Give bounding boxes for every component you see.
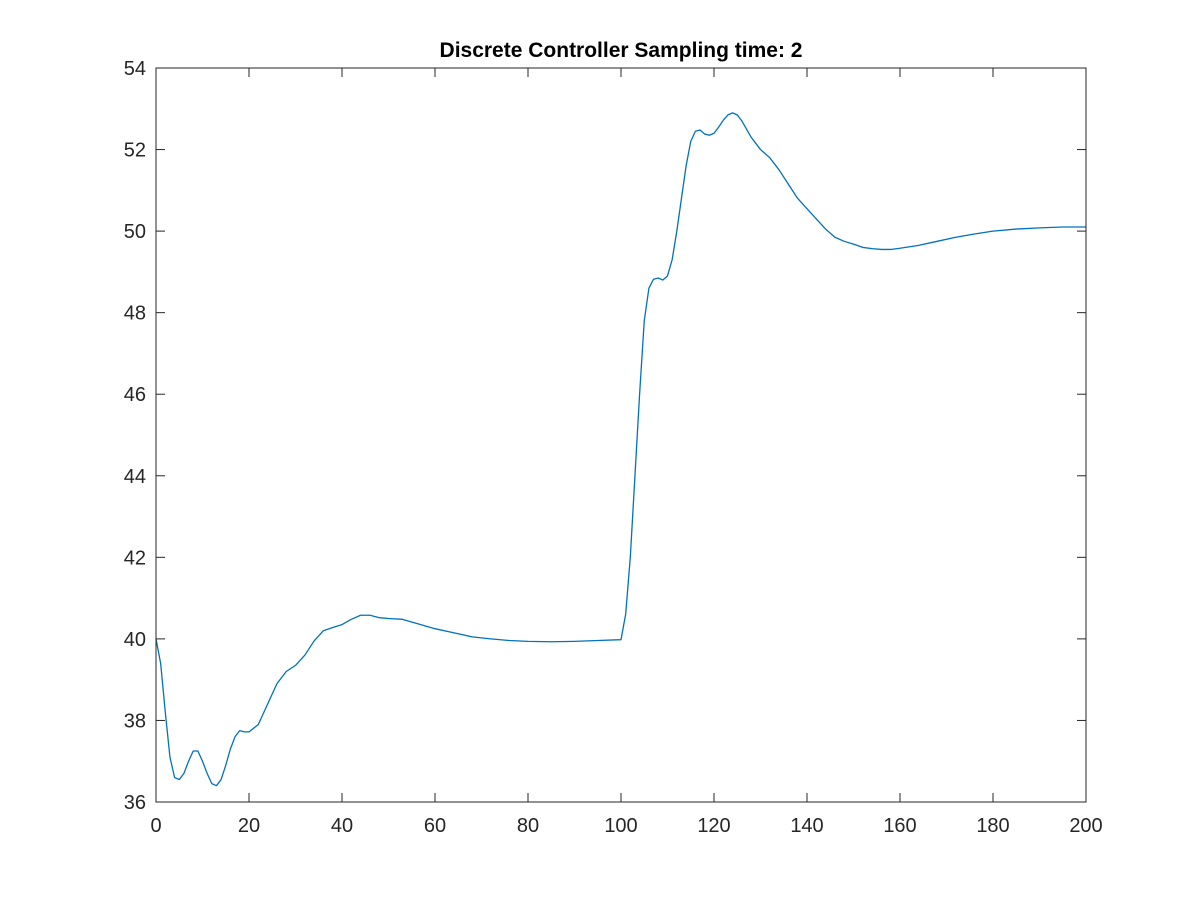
x-tick-label: 20 — [238, 815, 260, 837]
chart-title: Discrete Controller Sampling time: 2 — [440, 39, 803, 62]
y-tick-label: 38 — [124, 710, 146, 732]
x-tick-label: 100 — [604, 815, 637, 837]
y-tick-label: 48 — [124, 303, 146, 325]
plot-background — [156, 68, 1086, 802]
axes: 0 20 40 60 80 100 120 140 160 180 200 36 38 40 42 44 46 4… — [124, 58, 1103, 837]
x-tick-label: 180 — [976, 815, 1009, 837]
x-tick-label: 60 — [424, 815, 446, 837]
x-tick-label: 200 — [1069, 815, 1102, 837]
y-tick-label: 42 — [124, 547, 146, 569]
x-tick-label: 80 — [517, 815, 539, 837]
plot-area — [155, 68, 1087, 802]
x-tick-label: 40 — [331, 815, 353, 837]
x-tick-label: 120 — [697, 815, 730, 837]
x-tick-label: 160 — [883, 815, 916, 837]
y-tick-label: 40 — [124, 629, 146, 651]
y-tick-label: 52 — [124, 140, 146, 162]
x-tick-label: 0 — [150, 815, 161, 837]
y-tick-label: 46 — [124, 384, 146, 406]
series-line-1 — [155, 112, 1087, 787]
y-tick-label: 44 — [124, 466, 146, 488]
y-tick-label: 36 — [124, 792, 146, 814]
x-tick-label: 140 — [790, 815, 823, 837]
y-tick-label: 50 — [124, 221, 146, 243]
y-tick-label: 54 — [124, 58, 146, 80]
